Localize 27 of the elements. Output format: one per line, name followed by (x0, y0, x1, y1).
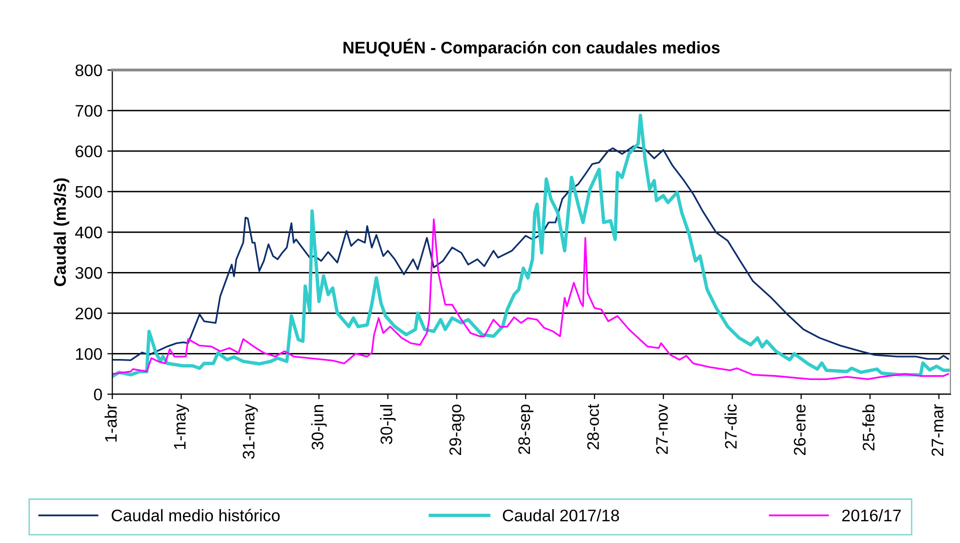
x-tick-label: 30-jun (311, 405, 327, 450)
x-tick-label: 31-may (242, 404, 258, 459)
x-tick-label: 25-feb (862, 404, 875, 450)
x-tick-label: 27-dic (724, 404, 737, 448)
x-tick-label: 1-abr (104, 404, 117, 442)
x-tick-label: 1-may (174, 404, 189, 449)
legend-label: 2016/17 (842, 509, 901, 522)
y-tick-label: 400 (75, 226, 102, 238)
x-tick-label: 28-oct (587, 404, 599, 450)
y-tick-label: 600 (76, 145, 102, 158)
x-tick-label: 26-ene (794, 404, 806, 455)
x-tick-label: 30-jul (380, 405, 396, 444)
x-tick-label: 27-nov (656, 404, 668, 454)
y-tick-label: 300 (75, 267, 102, 279)
y-tick-label: 700 (76, 104, 102, 117)
y-tick-label: 100 (76, 348, 102, 360)
y-tick-label: 500 (75, 186, 102, 198)
y-tick-label: 0 (94, 388, 102, 400)
x-tick-label: 29-ago (449, 404, 465, 455)
x-tick-label: 28-sep (518, 404, 534, 454)
x-tick-label: 27-mar (932, 404, 944, 456)
y-tick-label: 200 (76, 308, 102, 320)
legend-label: Caudal medio histórico (112, 508, 280, 522)
y-axis-title: Caudal (m3/s) (54, 178, 70, 286)
y-tick-label: 800 (76, 64, 102, 76)
chart-title: NEUQUÉN - Comparación con caudales medios (344, 38, 720, 57)
legend-label: Caudal 2017/18 (502, 509, 619, 522)
